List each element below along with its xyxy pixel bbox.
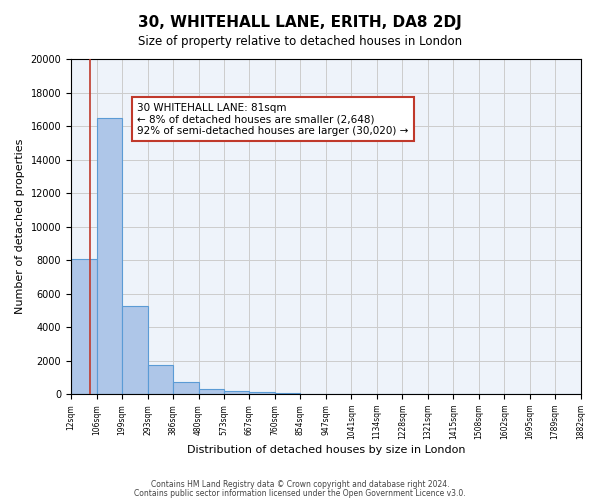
Bar <box>97 118 122 394</box>
Bar <box>71 259 97 394</box>
Text: Contains HM Land Registry data © Crown copyright and database right 2024.: Contains HM Land Registry data © Crown c… <box>151 480 449 489</box>
Bar <box>122 306 148 394</box>
Text: 30, WHITEHALL LANE, ERITH, DA8 2DJ: 30, WHITEHALL LANE, ERITH, DA8 2DJ <box>138 15 462 30</box>
Text: Size of property relative to detached houses in London: Size of property relative to detached ho… <box>138 35 462 48</box>
Bar <box>148 365 173 394</box>
Bar <box>250 392 275 394</box>
Bar <box>224 391 250 394</box>
Bar <box>199 390 224 394</box>
Text: 30 WHITEHALL LANE: 81sqm
← 8% of detached houses are smaller (2,648)
92% of semi: 30 WHITEHALL LANE: 81sqm ← 8% of detache… <box>137 102 409 136</box>
Text: Contains public sector information licensed under the Open Government Licence v3: Contains public sector information licen… <box>134 488 466 498</box>
Bar <box>173 382 199 394</box>
Y-axis label: Number of detached properties: Number of detached properties <box>15 139 25 314</box>
X-axis label: Distribution of detached houses by size in London: Distribution of detached houses by size … <box>187 445 465 455</box>
